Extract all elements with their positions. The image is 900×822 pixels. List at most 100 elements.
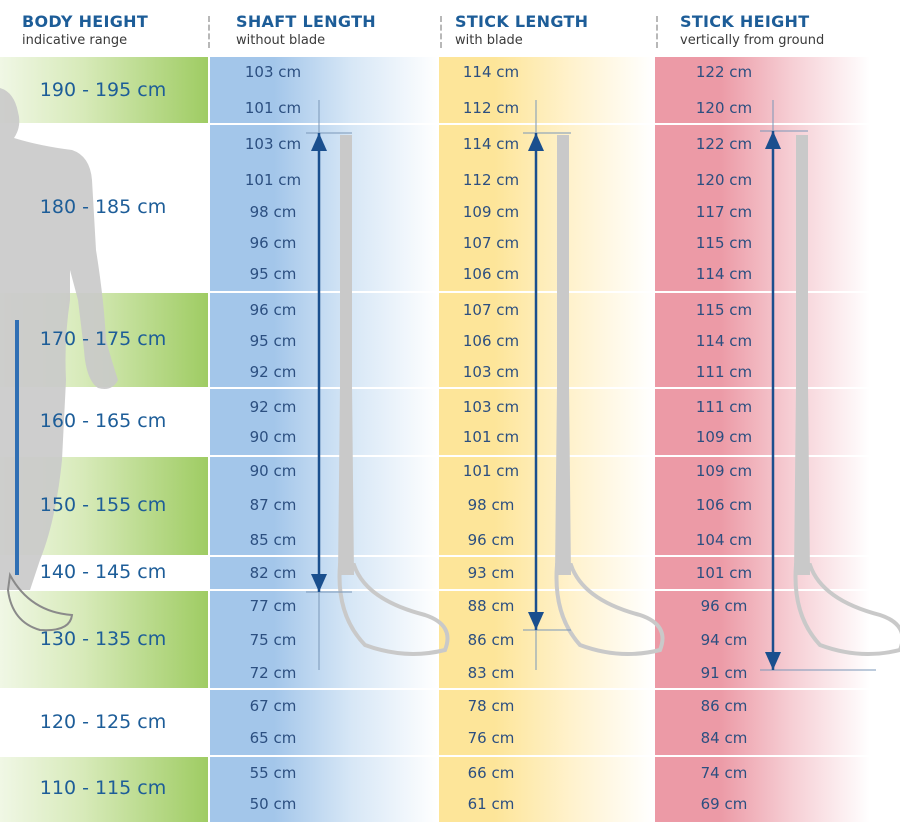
height-value: 101 cm — [695, 564, 753, 582]
height-value: 84 cm — [700, 729, 748, 747]
stick-value: 103 cm — [462, 363, 520, 381]
height-value: 109 cm — [695, 462, 753, 480]
shaft-value: 92 cm — [249, 398, 297, 416]
stick-value: 78 cm — [467, 697, 515, 715]
stick-value: 96 cm — [467, 531, 515, 549]
height-value: 104 cm — [695, 531, 753, 549]
stick-value: 98 cm — [467, 496, 515, 514]
height-value: 111 cm — [695, 363, 753, 381]
row-divider — [0, 455, 900, 457]
stick-length-column — [439, 57, 653, 822]
height-value: 115 cm — [695, 234, 753, 252]
shaft-value: 82 cm — [249, 564, 297, 582]
column-header-subtitle: without blade — [236, 33, 326, 48]
shaft-value: 87 cm — [249, 496, 297, 514]
stick-value: 103 cm — [462, 398, 520, 416]
body-height-band — [0, 756, 208, 822]
shaft-value: 50 cm — [249, 795, 297, 813]
stick-value: 114 cm — [462, 63, 520, 81]
stick-value: 76 cm — [467, 729, 515, 747]
shaft-value: 65 cm — [249, 729, 297, 747]
row-divider — [0, 291, 900, 293]
column-header-subtitle: vertically from ground — [680, 33, 825, 48]
height-value: 122 cm — [695, 135, 753, 153]
column-header-title: BODY HEIGHT — [22, 12, 149, 31]
shaft-value: 55 cm — [249, 764, 297, 782]
header-divider — [440, 16, 442, 48]
row-divider — [0, 589, 900, 591]
body-height-label: 130 - 135 cm — [39, 627, 167, 650]
height-value: 117 cm — [695, 203, 753, 221]
shaft-value: 96 cm — [249, 234, 297, 252]
stick-value: 109 cm — [462, 203, 520, 221]
stick-value: 66 cm — [467, 764, 515, 782]
body-height-label: 170 - 175 cm — [39, 328, 167, 350]
shaft-value: 101 cm — [244, 171, 302, 189]
height-value: 94 cm — [700, 631, 748, 649]
height-value: 69 cm — [700, 795, 748, 813]
shaft-value: 75 cm — [249, 631, 297, 649]
shaft-value: 77 cm — [249, 597, 297, 615]
shaft-value: 101 cm — [244, 99, 302, 117]
column-header-title: STICK HEIGHT — [680, 12, 810, 31]
shaft-value: 103 cm — [244, 135, 302, 153]
stick-value: 83 cm — [467, 664, 515, 682]
shaft-value: 90 cm — [249, 428, 297, 446]
height-value: 120 cm — [695, 99, 753, 117]
height-value: 114 cm — [695, 332, 753, 350]
height-value: 114 cm — [695, 265, 753, 283]
column-header-3: STICK HEIGHT vertically from ground — [680, 12, 824, 50]
column-header-title: SHAFT LENGTH — [236, 12, 376, 31]
shaft-value: 92 cm — [249, 363, 297, 381]
stick-value: 107 cm — [462, 301, 520, 319]
stick-value: 61 cm — [467, 795, 515, 813]
column-header-2: STICK LENGTH with blade — [455, 12, 588, 50]
column-header-title: STICK LENGTH — [455, 12, 589, 31]
shaft-value: 95 cm — [249, 265, 297, 283]
shaft-value: 95 cm — [249, 332, 297, 350]
stick-value: 106 cm — [462, 332, 520, 350]
stick-value: 114 cm — [462, 135, 520, 153]
shaft-value: 103 cm — [244, 63, 302, 81]
column-header-subtitle: indicative range — [22, 33, 128, 48]
body-height-label: 120 - 125 cm — [39, 710, 167, 733]
body-height-label: 140 - 145 cm — [39, 561, 167, 583]
height-value: 74 cm — [700, 764, 748, 782]
stick-value: 88 cm — [467, 597, 515, 615]
height-value: 86 cm — [700, 697, 748, 715]
header-divider — [656, 16, 658, 48]
stick-value: 112 cm — [462, 171, 520, 189]
column-header-1: SHAFT LENGTH without blade — [236, 12, 376, 50]
shaft-length-column — [210, 57, 438, 822]
row-divider — [0, 123, 900, 125]
height-value: 111 cm — [695, 398, 753, 416]
column-header-0: BODY HEIGHT indicative range — [22, 12, 148, 50]
shaft-value: 85 cm — [249, 531, 297, 549]
row-divider — [0, 755, 900, 757]
body-height-label: 150 - 155 cm — [39, 494, 167, 516]
stick-value: 101 cm — [462, 462, 520, 480]
row-divider — [0, 555, 900, 557]
stick-value: 101 cm — [462, 428, 520, 446]
body-height-label: 160 - 165 cm — [39, 410, 167, 432]
height-value: 122 cm — [695, 63, 753, 81]
height-value: 109 cm — [695, 428, 753, 446]
height-value: 115 cm — [695, 301, 753, 319]
height-value: 106 cm — [695, 496, 753, 514]
header-divider — [208, 16, 210, 48]
height-value: 96 cm — [700, 597, 748, 615]
row-divider — [0, 387, 900, 389]
shaft-value: 90 cm — [249, 462, 297, 480]
shaft-value: 96 cm — [249, 301, 297, 319]
stick-value: 107 cm — [462, 234, 520, 252]
stick-height-column — [655, 57, 870, 822]
body-height-label: 190 - 195 cm — [39, 78, 167, 101]
stick-value: 86 cm — [467, 631, 515, 649]
body-height-label: 110 - 115 cm — [39, 777, 167, 799]
row-divider — [0, 688, 900, 690]
stick-value: 106 cm — [462, 265, 520, 283]
shaft-value: 98 cm — [249, 203, 297, 221]
height-value: 91 cm — [700, 664, 748, 682]
stick-value: 93 cm — [467, 564, 515, 582]
